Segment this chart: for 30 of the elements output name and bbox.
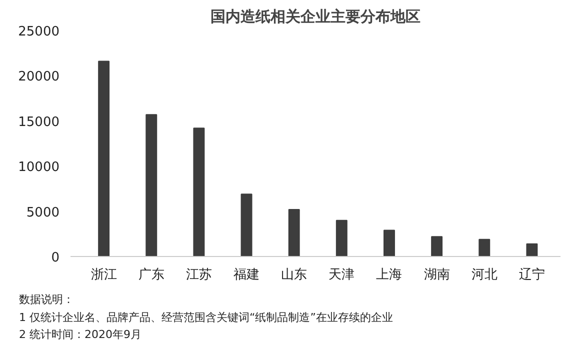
- bar: [478, 238, 490, 256]
- text: 1 仅统计企业名、品牌产品、经营范围含关键词“纸制品制造”在业存续的企业: [19, 310, 393, 326]
- bar: [431, 236, 443, 256]
- bar: [146, 114, 158, 256]
- y-tick-label: 20000: [18, 70, 60, 85]
- bar: [240, 194, 252, 256]
- y-tick-label: 5000: [26, 205, 60, 220]
- bar: [336, 220, 348, 256]
- text: 2 统计时间：2020年9月: [19, 327, 142, 344]
- x-tick-label: 广东: [138, 268, 164, 282]
- bar: [384, 230, 395, 256]
- y-tick-label: 15000: [18, 114, 60, 130]
- x-tick-label: 天津: [328, 268, 355, 282]
- bar: [526, 243, 538, 256]
- bar: [288, 208, 300, 256]
- y-tick-label: 0: [51, 250, 60, 266]
- x-tick-label: 山东: [281, 268, 308, 282]
- bar: [98, 60, 110, 256]
- x-tick-label: 浙江: [90, 268, 117, 282]
- x-tick-label: 福建: [234, 268, 260, 282]
- x-tick-label: 湖南: [424, 268, 450, 282]
- x-tick-label: 辽宁: [518, 266, 545, 282]
- chart-title: 国内造纸相关企业主要分布地区: [210, 8, 420, 26]
- bar: [193, 128, 205, 256]
- text: 数据说明：: [19, 292, 75, 308]
- x-tick-label: 江苏: [186, 268, 212, 282]
- x-tick-label: 上海: [376, 268, 402, 282]
- y-tick-label: 25000: [18, 24, 60, 40]
- y-tick-label: 10000: [18, 160, 60, 176]
- x-tick-label: 河北: [471, 268, 498, 282]
